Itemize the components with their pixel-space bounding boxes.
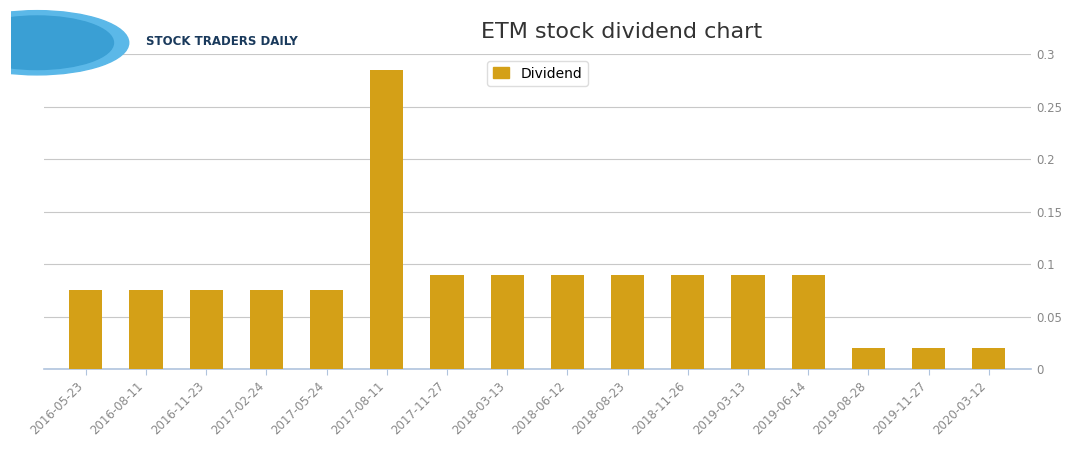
- Bar: [731, 274, 765, 369]
- Bar: [671, 274, 705, 369]
- Bar: [310, 290, 344, 369]
- Bar: [491, 274, 524, 369]
- Bar: [551, 274, 584, 369]
- Legend: Dividend: Dividend: [487, 61, 588, 86]
- Bar: [852, 348, 885, 369]
- Bar: [792, 274, 825, 369]
- Circle shape: [0, 11, 129, 75]
- Bar: [130, 290, 163, 369]
- Text: ETM stock dividend chart: ETM stock dividend chart: [481, 22, 763, 42]
- Circle shape: [0, 16, 113, 69]
- Bar: [431, 274, 464, 369]
- Bar: [69, 290, 103, 369]
- Text: STOCK TRADERS DAILY: STOCK TRADERS DAILY: [146, 35, 298, 48]
- Bar: [250, 290, 283, 369]
- Bar: [912, 348, 945, 369]
- Bar: [972, 348, 1006, 369]
- Bar: [370, 70, 404, 369]
- Bar: [611, 274, 644, 369]
- Bar: [190, 290, 223, 369]
